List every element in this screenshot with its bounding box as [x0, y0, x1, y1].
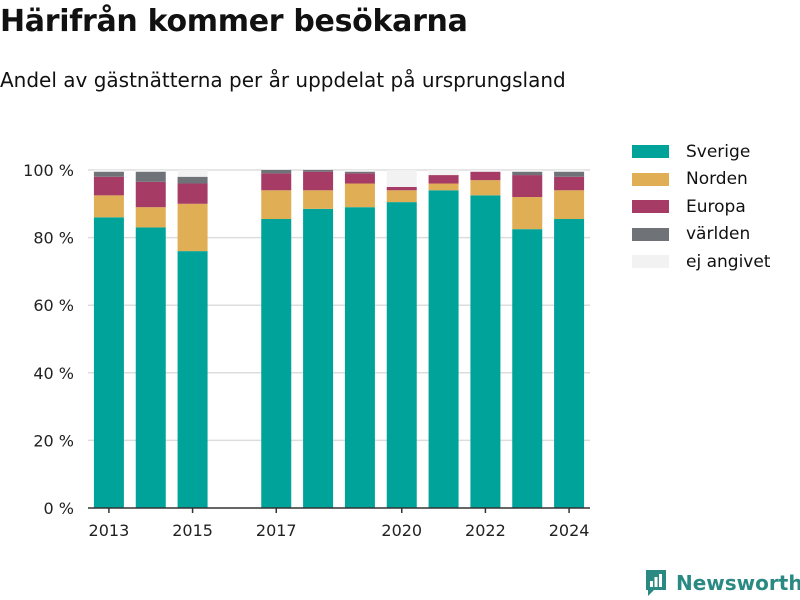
bar-segment-Europa: [344, 173, 375, 184]
bar-segment-Norden: [93, 195, 124, 218]
bar-segment-världen: [344, 171, 375, 174]
x-tick-label: 2013: [89, 521, 130, 540]
bar-segment-Norden: [177, 203, 208, 252]
bar-segment-Sverige: [344, 207, 375, 508]
bar-segment-Sverige: [386, 202, 417, 509]
bar-segment-Sverige: [470, 195, 501, 508]
legend: Sverige Norden Europa världen ej angivet: [632, 138, 770, 276]
bar-segment-världen: [135, 171, 166, 182]
bar-segment-Europa: [470, 171, 501, 181]
legend-item-varlden: världen: [632, 221, 770, 249]
y-tick-label: 80 %: [33, 229, 74, 248]
legend-swatch-ej-angivet: [632, 255, 669, 269]
bar-segment-Norden: [386, 190, 417, 203]
bar-segment-Norden: [261, 190, 292, 220]
bar-segment-Norden: [470, 180, 501, 196]
bar-segment-Sverige: [512, 229, 543, 508]
bar-segment-världen: [93, 171, 124, 177]
bar-segment-Norden: [428, 183, 459, 191]
bar-segment-världen: [303, 170, 334, 172]
brand-name: Newsworthy: [676, 571, 800, 595]
bar-segment-Norden: [303, 190, 334, 209]
bar-segment-Europa: [303, 171, 334, 191]
legend-label-europa: Europa: [686, 196, 746, 217]
bar-segment-ej-angivet: [554, 170, 585, 172]
x-tick-label: 2024: [549, 521, 590, 540]
chart-title: Härifrån kommer besökarna: [0, 4, 468, 39]
newsworthy-brand: Newsworthy: [644, 568, 800, 598]
bar-segment-världen: [554, 171, 585, 177]
bar-segment-världen: [512, 171, 543, 176]
bar-segment-världen: [261, 170, 292, 174]
legend-item-sverige: Sverige: [632, 138, 770, 166]
y-tick-label: 100 %: [23, 161, 74, 180]
bar-segment-Europa: [93, 176, 124, 196]
bar-segment-Norden: [512, 197, 543, 230]
legend-label-sverige: Sverige: [686, 141, 751, 162]
bar-segment-ej-angivet: [177, 170, 208, 177]
bar-segment-Europa: [386, 186, 417, 191]
x-tick-label: 2020: [381, 521, 422, 540]
legend-swatch-norden: [632, 172, 669, 186]
legend-swatch-sverige: [632, 145, 669, 159]
bar-segment-Europa: [512, 175, 543, 198]
bar-segment-ej-angivet: [135, 170, 166, 172]
bar-segment-Sverige: [554, 219, 585, 508]
legend-swatch-europa: [632, 200, 669, 214]
bar-segment-Sverige: [428, 190, 459, 508]
legend-item-europa: Europa: [632, 193, 770, 221]
legend-label-varlden: världen: [686, 224, 751, 245]
bar-segment-ej-angivet: [470, 170, 501, 172]
x-tick-label: 2015: [172, 521, 213, 540]
bar-segment-Norden: [344, 183, 375, 208]
bar-segment-Europa: [261, 173, 292, 191]
y-tick-label: 20 %: [33, 431, 74, 450]
legend-swatch-varlden: [632, 227, 669, 241]
chart-subtitle: Andel av gästnätterna per år uppdelat på…: [0, 68, 566, 92]
legend-item-ej-angivet: ej angivet: [632, 248, 770, 276]
legend-label-ej-angivet: ej angivet: [686, 251, 771, 272]
bar-segment-Norden: [135, 207, 166, 228]
y-tick-label: 40 %: [33, 364, 74, 383]
bar-segment-Sverige: [303, 208, 334, 508]
bar-segment-ej-angivet: [428, 170, 459, 176]
newsworthy-logo-icon: [646, 570, 666, 596]
y-tick-label: 0 %: [44, 499, 74, 518]
bar-segment-Sverige: [93, 217, 124, 508]
y-tick-label: 60 %: [33, 296, 74, 315]
bar-segment-Europa: [177, 183, 208, 204]
bar-segment-Sverige: [135, 227, 166, 508]
legend-label-norden: Norden: [686, 169, 748, 190]
bar-segment-Sverige: [177, 251, 208, 508]
bar-segment-ej-angivet: [512, 170, 543, 172]
bar-segment-Norden: [554, 190, 585, 220]
bar-segment-ej-angivet: [344, 170, 375, 172]
bar-segment-Europa: [428, 175, 459, 184]
bar-segment-världen: [177, 176, 208, 184]
x-tick-label: 2017: [256, 521, 297, 540]
legend-item-norden: Norden: [632, 166, 770, 194]
bar-segment-Europa: [135, 181, 166, 208]
bar-segment-Sverige: [261, 219, 292, 508]
bar-segment-Europa: [554, 176, 585, 191]
x-tick-label: 2022: [465, 521, 506, 540]
bar-segment-ej-angivet: [93, 170, 124, 172]
bar-segment-ej-angivet: [386, 170, 417, 187]
